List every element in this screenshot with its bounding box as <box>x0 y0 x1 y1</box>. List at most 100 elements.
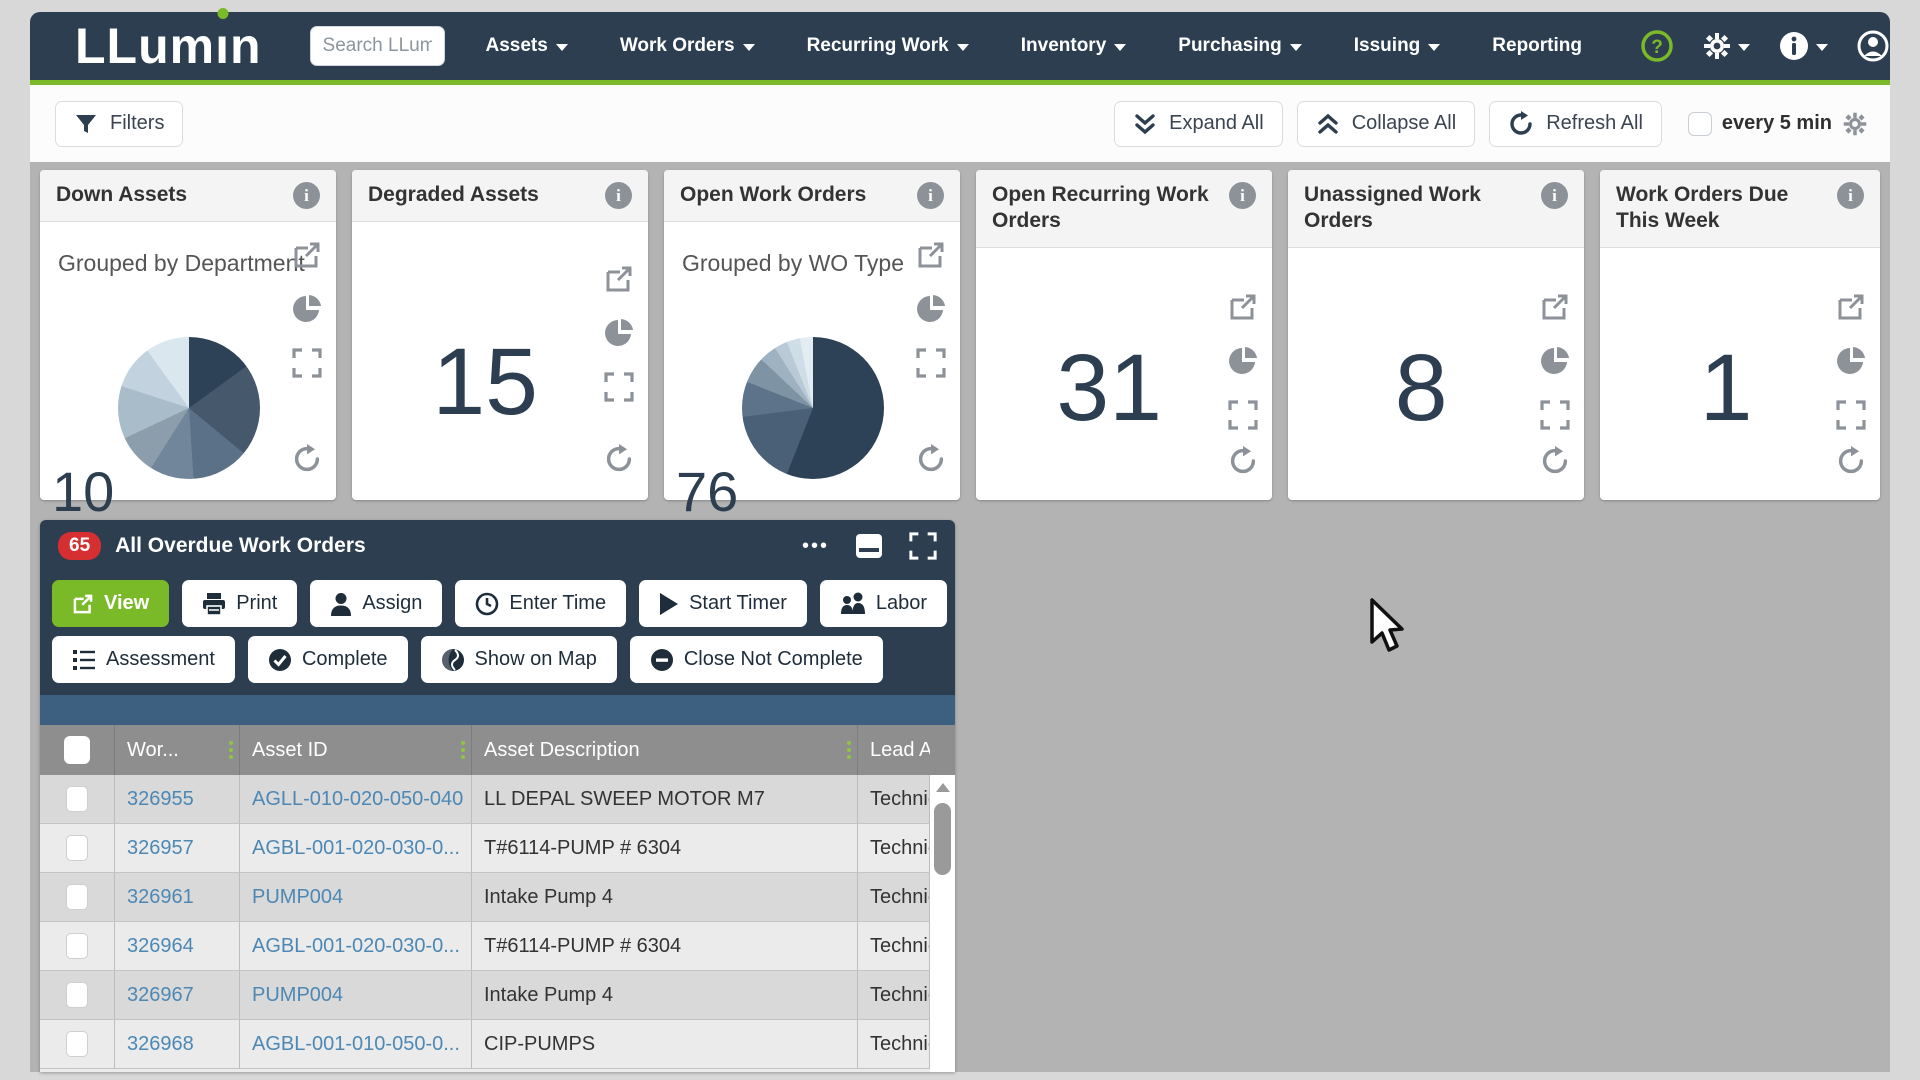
auto-refresh-gear-icon[interactable] <box>1842 111 1868 137</box>
column-resize-handle[interactable] <box>461 741 465 759</box>
menu-issuing[interactable]: Issuing <box>1354 35 1441 57</box>
scroll-up-arrow-icon[interactable] <box>935 783 950 792</box>
down-assets-pie-chart[interactable] <box>118 337 260 479</box>
show-on-map-button[interactable]: Show on Map <box>420 636 617 683</box>
pie-chart-icon[interactable] <box>292 294 322 324</box>
assessment-button[interactable]: Assessment <box>52 636 235 683</box>
open-external-icon[interactable] <box>604 264 634 294</box>
complete-button[interactable]: Complete <box>247 636 408 683</box>
row-checkbox[interactable] <box>66 884 88 910</box>
fullscreen-icon[interactable] <box>292 348 322 378</box>
asset-id-link[interactable]: PUMP004 <box>240 873 472 921</box>
collapse-all-button[interactable]: Collapse All <box>1296 100 1476 147</box>
fullscreen-icon[interactable] <box>1836 399 1866 430</box>
column-resize-handle[interactable] <box>847 741 851 759</box>
filters-button[interactable]: Filters <box>55 100 184 147</box>
table-row[interactable]: 326967 PUMP004 Intake Pump 4 Technicia <box>40 971 955 1020</box>
work-order-link[interactable]: 326964 <box>115 922 240 970</box>
menu-purchasing[interactable]: Purchasing <box>1178 35 1302 57</box>
open-external-icon[interactable] <box>1228 292 1258 322</box>
settings-gear-icon[interactable] <box>1702 31 1750 61</box>
refresh-icon[interactable] <box>1836 445 1866 476</box>
expand-all-button[interactable]: Expand All <box>1114 100 1283 147</box>
table-row[interactable]: 326964 AGBL-001-020-030-0... T#6114-PUMP… <box>40 922 955 971</box>
menu-assets[interactable]: Assets <box>485 35 568 57</box>
row-checkbox[interactable] <box>66 835 88 861</box>
open-external-icon[interactable] <box>916 240 946 270</box>
row-checkbox[interactable] <box>66 933 88 959</box>
refresh-icon[interactable] <box>1540 445 1570 476</box>
refresh-all-button[interactable]: Refresh All <box>1489 100 1662 147</box>
asset-id-link[interactable]: AGBL-001-010-050-0... <box>240 1020 472 1068</box>
refresh-icon[interactable] <box>292 444 322 474</box>
row-checkbox[interactable] <box>66 1031 88 1057</box>
pie-chart-icon[interactable] <box>1228 346 1258 376</box>
column-header-lead[interactable]: Lead Ass <box>870 738 930 761</box>
info-icon[interactable]: i <box>917 182 944 209</box>
info-icon[interactable]: i <box>1541 182 1568 209</box>
column-header-work-order[interactable]: Wor... <box>115 725 240 775</box>
panel-menu-icon[interactable]: ••• <box>801 534 829 557</box>
column-header-asset-id[interactable]: Asset ID <box>240 725 472 775</box>
pie-chart-icon[interactable] <box>916 294 946 324</box>
menu-recurring-work[interactable]: Recurring Work <box>807 35 969 57</box>
start-timer-button[interactable]: Start Timer <box>639 580 807 627</box>
print-button[interactable]: Print <box>182 580 298 627</box>
table-row[interactable]: 326968 AGBL-001-010-050-0... CIP-PUMPS T… <box>40 1020 955 1069</box>
fullscreen-icon[interactable] <box>1540 399 1570 430</box>
table-row[interactable]: 326955 AGLL-010-020-050-040 LL DEPAL SWE… <box>40 775 955 824</box>
user-account-icon[interactable] <box>1856 29 1890 63</box>
llumin-logo[interactable]: LLum ı n <box>75 8 262 75</box>
help-icon[interactable]: ? <box>1640 29 1674 63</box>
fullscreen-icon[interactable] <box>909 532 937 560</box>
open-external-icon[interactable] <box>1836 292 1866 322</box>
menu-work-orders[interactable]: Work Orders <box>620 35 755 57</box>
asset-id-link[interactable]: AGLL-010-020-050-040 <box>240 775 472 823</box>
asset-id-link[interactable]: AGBL-001-020-030-0... <box>240 922 472 970</box>
labor-button[interactable]: Labor <box>819 580 948 627</box>
info-menu-icon[interactable] <box>1778 30 1828 62</box>
column-header-asset-description[interactable]: Asset Description <box>472 725 858 775</box>
open-external-icon[interactable] <box>292 240 322 270</box>
search-input[interactable] <box>322 35 433 57</box>
work-order-link[interactable]: 326967 <box>115 971 240 1019</box>
table-row[interactable]: 326961 PUMP004 Intake Pump 4 Technicia <box>40 873 955 922</box>
work-order-link[interactable]: 326968 <box>115 1020 240 1068</box>
row-checkbox[interactable] <box>66 982 88 1008</box>
enter-time-button[interactable]: Enter Time <box>455 580 627 627</box>
table-row[interactable]: 326957 AGBL-001-020-030-0... T#6114-PUMP… <box>40 824 955 873</box>
close-not-complete-button[interactable]: Close Not Complete <box>629 636 883 683</box>
view-button[interactable]: View <box>52 580 170 627</box>
refresh-icon[interactable] <box>916 444 946 474</box>
info-icon[interactable]: i <box>605 182 632 209</box>
work-order-link[interactable]: 326955 <box>115 775 240 823</box>
select-all-checkbox[interactable] <box>64 736 90 764</box>
assign-button[interactable]: Assign <box>310 580 443 627</box>
work-order-link[interactable]: 326961 <box>115 873 240 921</box>
fullscreen-icon[interactable] <box>1228 399 1258 430</box>
pie-chart-icon[interactable] <box>604 318 634 348</box>
open-external-icon[interactable] <box>1540 292 1570 322</box>
auto-refresh-checkbox[interactable] <box>1687 111 1712 136</box>
column-resize-handle[interactable] <box>229 741 233 759</box>
info-icon[interactable]: i <box>293 182 320 209</box>
asset-id-link[interactable]: AGBL-001-020-030-0... <box>240 824 472 872</box>
info-icon[interactable]: i <box>1837 182 1864 209</box>
menu-inventory[interactable]: Inventory <box>1021 35 1127 57</box>
pie-chart-icon[interactable] <box>1540 346 1570 376</box>
pie-chart-icon[interactable] <box>1836 346 1866 376</box>
asset-id-link[interactable]: PUMP004 <box>240 971 472 1019</box>
work-order-link[interactable]: 326957 <box>115 824 240 872</box>
table-scrollbar[interactable] <box>930 775 955 1072</box>
fullscreen-icon[interactable] <box>604 372 634 402</box>
open-work-orders-pie-chart[interactable] <box>742 337 884 479</box>
fullscreen-icon[interactable] <box>916 348 946 378</box>
info-icon[interactable]: i <box>1229 182 1256 209</box>
menu-reporting[interactable]: Reporting <box>1492 35 1582 56</box>
global-search[interactable] <box>309 26 446 66</box>
refresh-icon[interactable] <box>604 444 634 474</box>
row-checkbox[interactable] <box>66 786 88 812</box>
refresh-icon[interactable] <box>1228 445 1258 476</box>
window-restore-icon[interactable] <box>855 533 883 559</box>
scrollbar-thumb[interactable] <box>934 803 951 875</box>
